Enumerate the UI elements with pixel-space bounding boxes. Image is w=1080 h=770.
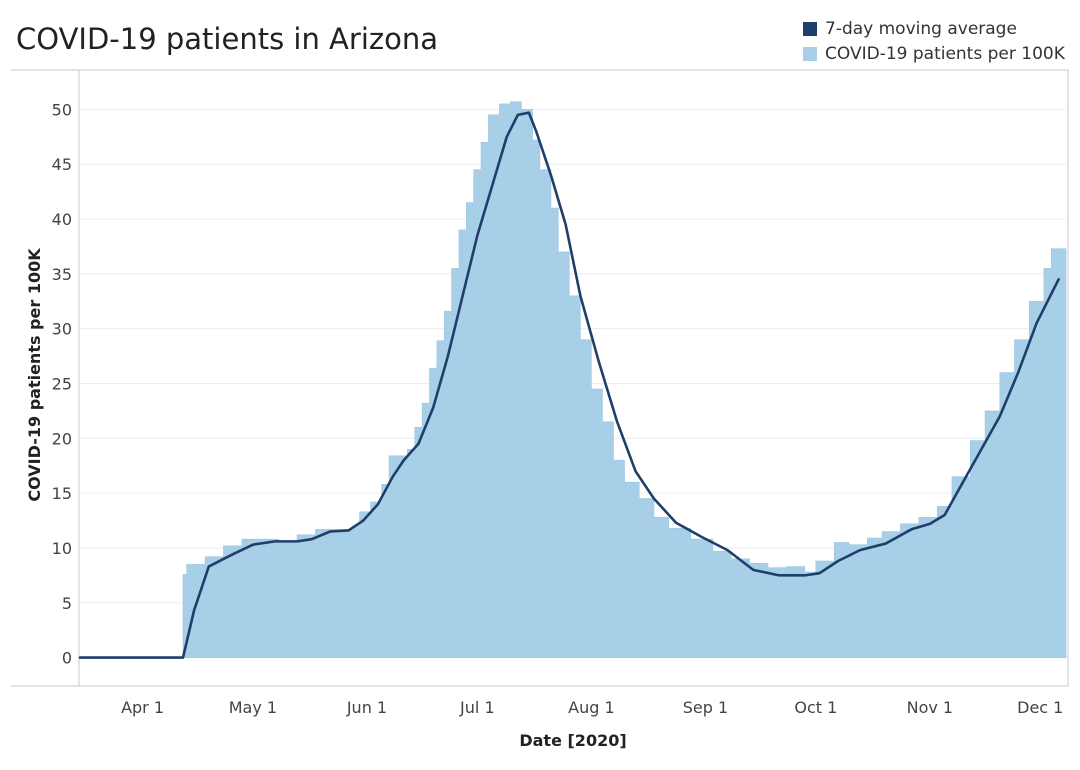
legend-swatch-patients: [803, 46, 817, 61]
legend-label-patients: COVID-19 patients per 100K: [825, 43, 1065, 64]
y-tick-label: 30: [52, 320, 72, 339]
y-tick-label: 25: [52, 374, 72, 393]
x-tick-label: May 1: [229, 698, 277, 717]
x-tick-label: Jul 1: [459, 698, 495, 717]
x-tick-label: Nov 1: [907, 698, 954, 717]
patients-area: [80, 101, 1067, 658]
x-axis: Apr 1 May 1 Jun 1 Jul 1 Aug 1 Sep 1 Oct 1 Nov 1…: [121, 698, 1063, 717]
x-axis-title: Date [2020]: [519, 731, 626, 750]
legend-item-patients[interactable]: COVID-19 patients per 100K: [803, 41, 1065, 66]
y-axis-title: COVID-19 patients per 100K: [25, 248, 44, 502]
legend-item-moving-average[interactable]: 7-day moving average: [803, 16, 1065, 41]
x-tick-label: Oct 1: [794, 698, 837, 717]
moving-average-series: [78, 111, 1060, 659]
x-tick-label: Sep 1: [683, 698, 728, 717]
chart-title: COVID-19 patients in Arizona: [16, 22, 438, 56]
legend-swatch-moving-average: [803, 21, 817, 36]
y-tick-label: 40: [52, 210, 72, 229]
moving-average-line: [78, 111, 1060, 659]
y-tick-label: 20: [52, 429, 72, 448]
legend: 7-day moving average COVID-19 patients p…: [803, 16, 1065, 66]
y-tick-label: 10: [52, 539, 72, 558]
y-tick-label: 15: [52, 484, 72, 503]
y-tick-label: 35: [52, 265, 72, 284]
x-tick-label: Jun 1: [346, 698, 387, 717]
patients-step-area: [80, 101, 1067, 658]
x-tick-label: Apr 1: [121, 698, 164, 717]
x-tick-label: Dec 1: [1017, 698, 1063, 717]
y-tick-label: 50: [52, 100, 72, 119]
y-tick-label: 0: [62, 649, 72, 668]
x-tick-label: Aug 1: [568, 698, 615, 717]
y-tick-label: 45: [52, 155, 72, 174]
y-axis: 0 5 10 15 20 25 30 35 40 45 50: [52, 100, 72, 667]
legend-label-moving-average: 7-day moving average: [825, 18, 1017, 39]
y-tick-label: 5: [62, 594, 72, 613]
